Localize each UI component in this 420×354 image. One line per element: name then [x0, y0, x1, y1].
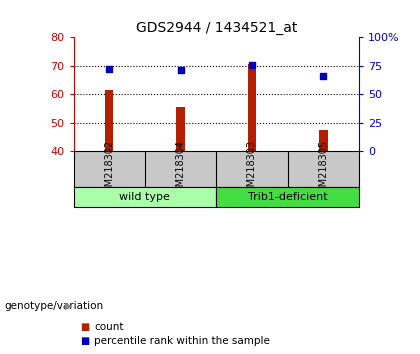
Point [320, 73, 327, 79]
Text: ■: ■ [80, 336, 89, 346]
Bar [216, 187, 359, 207]
Text: GSM218305: GSM218305 [318, 139, 328, 199]
Text: ▶: ▶ [65, 301, 73, 311]
Text: GSM218304: GSM218304 [176, 139, 186, 199]
Bar [176, 107, 185, 151]
Text: percentile rank within the sample: percentile rank within the sample [94, 336, 270, 346]
Text: wild type: wild type [119, 192, 171, 202]
Text: Trib1-deficient: Trib1-deficient [248, 192, 328, 202]
Text: GSM218303: GSM218303 [247, 139, 257, 199]
Point [249, 62, 255, 68]
Text: genotype/variation: genotype/variation [4, 301, 103, 311]
Text: ■: ■ [80, 322, 89, 332]
Bar [319, 130, 328, 151]
Bar [248, 64, 256, 151]
Bar [105, 90, 113, 151]
Point [106, 66, 113, 72]
Title: GDS2944 / 1434521_at: GDS2944 / 1434521_at [136, 21, 297, 35]
Text: GSM218302: GSM218302 [104, 139, 114, 199]
Point [177, 67, 184, 73]
Text: count: count [94, 322, 124, 332]
Bar [74, 187, 216, 207]
